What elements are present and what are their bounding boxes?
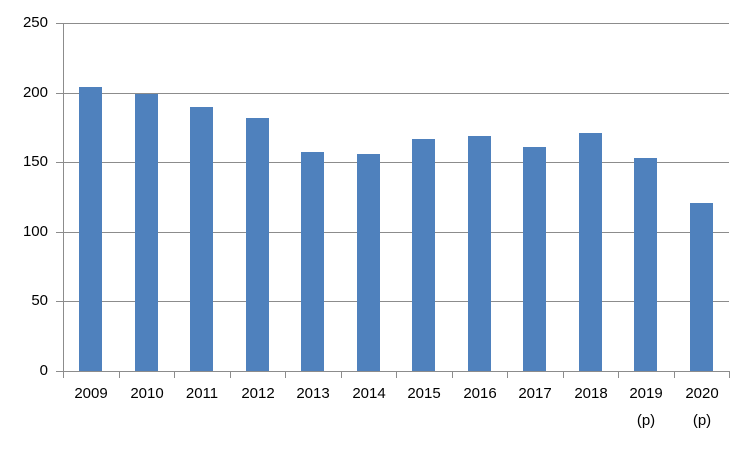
x-axis-tick (618, 372, 619, 378)
x-tick-label: 2014 (341, 385, 397, 403)
gridline (63, 301, 729, 302)
bar (79, 87, 102, 371)
x-tick-label: 2016 (452, 385, 508, 403)
x-tick-label-year: 2010 (130, 385, 164, 402)
x-tick-label: 2009 (63, 385, 119, 403)
bar (357, 154, 380, 371)
x-tick-label: 2015 (396, 385, 452, 403)
y-axis-line (63, 23, 64, 371)
gridline (63, 232, 729, 233)
x-axis-tick (174, 372, 175, 378)
x-axis-line (63, 371, 730, 372)
x-tick-label: 2020 (p) (674, 385, 730, 430)
gridline (63, 23, 729, 24)
x-tick-label-year: 2014 (352, 385, 386, 402)
y-axis-tick (56, 162, 63, 163)
gridline (63, 162, 729, 163)
bar (690, 203, 713, 371)
x-tick-label: 2017 (507, 385, 563, 403)
y-axis-tick (56, 23, 63, 24)
x-axis-tick (396, 372, 397, 378)
x-tick-label: 2012 (230, 385, 286, 403)
x-tick-label-year: 2012 (241, 385, 275, 402)
x-axis-tick (119, 372, 120, 378)
x-tick-label-year: 2015 (407, 385, 441, 402)
x-axis-tick (285, 372, 286, 378)
bar (523, 147, 546, 371)
bar (468, 136, 491, 371)
x-tick-label-year: 2017 (518, 385, 552, 402)
gridline (63, 93, 729, 94)
x-tick-label: 2019 (p) (618, 385, 674, 430)
bar (634, 158, 657, 371)
x-axis-tick (341, 372, 342, 378)
x-tick-label: 2010 (119, 385, 175, 403)
bar (190, 107, 213, 371)
bar (301, 152, 324, 371)
x-tick-label-year: 2018 (574, 385, 608, 402)
x-tick-label: 2018 (563, 385, 619, 403)
y-axis-label: 0 (39, 362, 48, 379)
x-axis-tick (230, 372, 231, 378)
x-axis-tick (507, 372, 508, 378)
x-tick-label-year: 2016 (463, 385, 497, 402)
x-tick-label: 2011 (174, 385, 230, 403)
x-axis-tick (63, 372, 64, 378)
x-tick-label-provisional: (p) (636, 412, 656, 429)
x-axis-tick (452, 372, 453, 378)
y-axis-tick (56, 371, 63, 372)
x-axis-tick (729, 372, 730, 378)
y-axis-label: 200 (22, 84, 48, 101)
x-axis-tick (563, 372, 564, 378)
x-tick-label-year: 2011 (185, 385, 219, 402)
y-axis-tick (56, 232, 63, 233)
y-axis-label: 100 (22, 223, 48, 240)
y-axis-label: 50 (31, 292, 48, 309)
x-tick-label: 2013 (285, 385, 341, 403)
x-tick-label-year: 2009 (74, 385, 108, 402)
y-axis-label: 150 (22, 153, 48, 170)
x-axis-tick (674, 372, 675, 378)
bar (579, 133, 602, 371)
x-tick-label-year: 2020 (685, 385, 719, 402)
bar (246, 118, 269, 371)
y-axis-label: 250 (22, 14, 48, 31)
y-axis-tick (56, 301, 63, 302)
x-tick-label-year: 2019 (629, 385, 663, 402)
y-axis-tick (56, 93, 63, 94)
x-tick-label-year: 2013 (296, 385, 330, 402)
bar (412, 139, 435, 371)
bar (135, 94, 158, 371)
x-tick-label-provisional: (p) (692, 412, 712, 429)
